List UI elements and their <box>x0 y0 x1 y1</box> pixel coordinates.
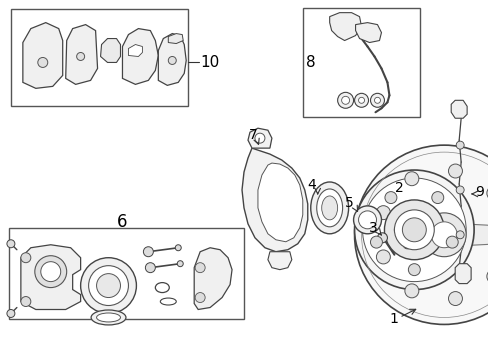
Circle shape <box>358 97 364 103</box>
Polygon shape <box>65 24 98 84</box>
Ellipse shape <box>321 196 337 220</box>
Circle shape <box>354 170 473 289</box>
Circle shape <box>77 53 84 60</box>
Circle shape <box>81 258 136 314</box>
Text: 2: 2 <box>394 181 403 195</box>
Polygon shape <box>267 252 291 270</box>
Circle shape <box>431 192 443 203</box>
Polygon shape <box>194 248 232 310</box>
Circle shape <box>447 292 462 306</box>
Polygon shape <box>454 264 470 284</box>
Circle shape <box>7 240 15 248</box>
Circle shape <box>455 231 463 239</box>
Text: 7: 7 <box>248 128 257 142</box>
Bar <box>302 8 420 117</box>
Circle shape <box>143 247 153 257</box>
Circle shape <box>374 97 380 103</box>
Text: 9: 9 <box>474 185 483 199</box>
Text: 10: 10 <box>200 55 219 70</box>
Circle shape <box>404 172 418 186</box>
Circle shape <box>370 93 384 107</box>
Circle shape <box>337 92 353 108</box>
Bar <box>11 9 188 106</box>
Circle shape <box>376 250 389 264</box>
Circle shape <box>370 236 382 248</box>
Text: 5: 5 <box>345 196 353 210</box>
Circle shape <box>88 266 128 306</box>
Circle shape <box>486 186 488 200</box>
Circle shape <box>447 164 462 178</box>
Circle shape <box>41 262 61 282</box>
Circle shape <box>254 133 264 143</box>
Circle shape <box>402 218 426 242</box>
Text: 4: 4 <box>307 178 315 192</box>
Circle shape <box>430 222 456 248</box>
Ellipse shape <box>96 313 120 322</box>
Circle shape <box>384 200 443 260</box>
Circle shape <box>377 233 386 243</box>
Circle shape <box>7 310 15 318</box>
Circle shape <box>341 96 349 104</box>
Circle shape <box>195 263 205 273</box>
Circle shape <box>35 256 66 288</box>
Circle shape <box>195 293 205 302</box>
Circle shape <box>486 269 488 283</box>
Polygon shape <box>242 148 307 252</box>
Circle shape <box>403 241 410 249</box>
Polygon shape <box>168 33 183 44</box>
Circle shape <box>422 213 465 257</box>
Circle shape <box>354 93 368 107</box>
Circle shape <box>96 274 120 298</box>
Ellipse shape <box>91 310 126 325</box>
Circle shape <box>177 261 183 267</box>
Circle shape <box>175 245 181 251</box>
Circle shape <box>362 178 465 282</box>
Polygon shape <box>450 100 466 118</box>
Circle shape <box>21 297 31 306</box>
Circle shape <box>145 263 155 273</box>
Ellipse shape <box>358 211 376 229</box>
Text: 8: 8 <box>305 55 315 70</box>
Ellipse shape <box>316 189 342 227</box>
Circle shape <box>446 236 457 248</box>
Polygon shape <box>23 23 62 88</box>
Polygon shape <box>158 33 186 85</box>
Polygon shape <box>101 39 120 62</box>
Circle shape <box>407 264 420 276</box>
Polygon shape <box>355 23 381 42</box>
Circle shape <box>404 284 418 298</box>
Circle shape <box>384 192 396 203</box>
Circle shape <box>455 186 463 194</box>
Polygon shape <box>329 13 361 41</box>
Polygon shape <box>247 128 271 148</box>
Circle shape <box>168 57 176 64</box>
Text: 3: 3 <box>368 221 377 235</box>
Ellipse shape <box>354 224 488 246</box>
Circle shape <box>455 141 463 149</box>
Polygon shape <box>122 28 158 84</box>
Circle shape <box>394 210 433 250</box>
Circle shape <box>38 58 48 67</box>
Ellipse shape <box>310 182 348 234</box>
Polygon shape <box>258 163 302 242</box>
Polygon shape <box>128 45 142 57</box>
Circle shape <box>394 225 404 235</box>
Circle shape <box>21 253 31 263</box>
Polygon shape <box>21 245 81 310</box>
Ellipse shape <box>353 206 381 234</box>
Circle shape <box>376 206 389 220</box>
Circle shape <box>358 211 376 229</box>
Text: 1: 1 <box>388 312 397 327</box>
Bar <box>9 228 244 319</box>
Text: 6: 6 <box>117 213 127 231</box>
Circle shape <box>354 145 488 324</box>
